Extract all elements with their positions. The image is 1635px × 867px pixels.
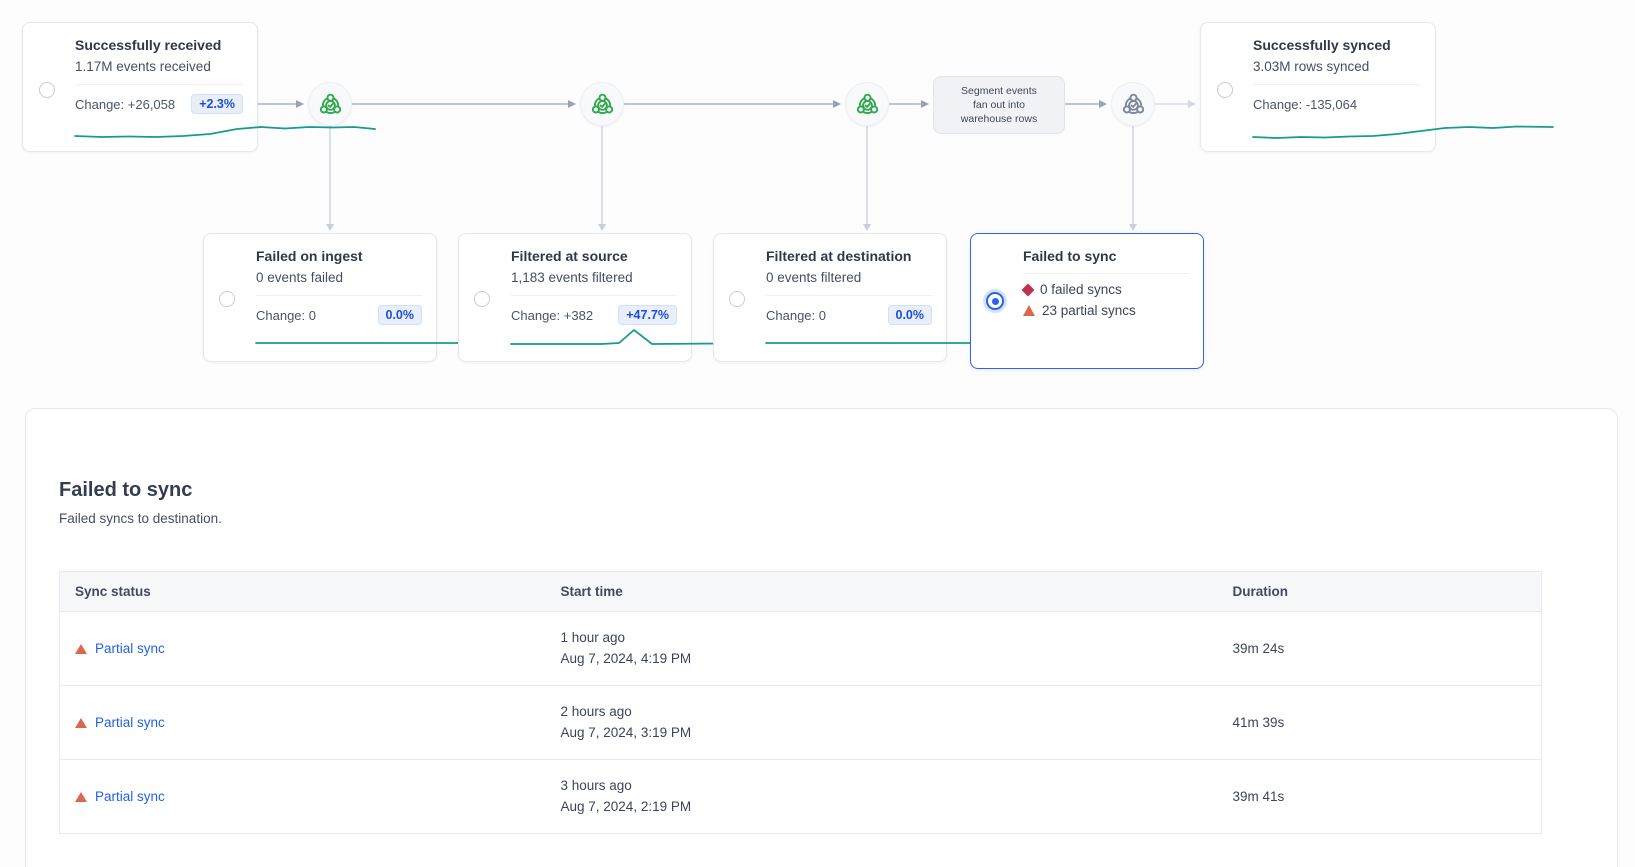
divider	[766, 295, 932, 296]
card-failed-to-sync[interactable]: Failed to sync 0 failed syncs 23 partial…	[970, 233, 1204, 369]
duration-value: 39m 24s	[1217, 611, 1542, 686]
failed-syncs-diamond-icon	[1021, 282, 1035, 297]
fanout-note-line: warehouse rows	[960, 113, 1038, 125]
card-successfully-received[interactable]: Successfully received 1.17M events recei…	[22, 22, 376, 152]
start-time-relative: 3 hours ago	[560, 778, 632, 793]
fanout-note-line: fan out into	[973, 99, 1025, 111]
divider	[1253, 84, 1421, 85]
card-failed-on-ingest[interactable]: Failed on ingest 0 events failed Change:…	[203, 233, 557, 362]
pipeline-node-check-icon	[580, 82, 624, 126]
change-label: Change: 0	[256, 307, 316, 323]
card-title: Filtered at source	[511, 248, 628, 264]
partial-sync-triangle-icon	[75, 717, 87, 728]
divider	[1023, 273, 1189, 274]
change-label: Change: -135,064	[1253, 96, 1358, 112]
change-percent-badge: +2.3%	[191, 94, 243, 114]
start-time-absolute: Aug 7, 2024, 2:19 PM	[560, 799, 692, 814]
card-title: Failed to sync	[1023, 248, 1117, 264]
pipeline-node-check-icon	[308, 82, 352, 126]
card-filtered-at-source[interactable]: Filtered at source 1,183 events filtered…	[458, 233, 812, 362]
table-row: Partial sync 3 hours ago Aug 7, 2024, 2:…	[59, 759, 1542, 834]
fanout-note-line: Segment events	[961, 85, 1037, 97]
column-header-sync-status: Sync status	[59, 571, 546, 612]
sync-status-table: Sync status Start time Duration Partial …	[59, 571, 1542, 834]
radio-successfully-synced[interactable]	[1217, 82, 1233, 98]
start-time-relative: 1 hour ago	[560, 630, 626, 645]
partial-syncs-triangle-icon	[1023, 305, 1035, 316]
duration-value: 41m 39s	[1217, 685, 1542, 760]
panel-subtitle: Failed syncs to destination.	[59, 511, 222, 526]
start-time-absolute: Aug 7, 2024, 4:19 PM	[560, 651, 692, 666]
change-label: Change: +26,058	[75, 96, 176, 112]
card-successfully-synced[interactable]: Successfully synced 3.03M rows synced Ch…	[1200, 22, 1554, 152]
divider	[256, 295, 422, 296]
sparkline-chart	[74, 126, 376, 138]
card-title: Filtered at destination	[766, 248, 912, 264]
partial-sync-link[interactable]: Partial sync	[95, 715, 165, 730]
column-header-start-time: Start time	[545, 571, 1218, 612]
radio-successfully-received[interactable]	[39, 82, 55, 98]
card-title: Failed on ingest	[256, 248, 363, 264]
partial-syncs-label: 23 partial syncs	[1042, 303, 1136, 318]
pipeline-flow-diagram: Successfully received 1.17M events recei…	[0, 0, 1635, 408]
table-row: Partial sync 1 hour ago Aug 7, 2024, 4:1…	[59, 611, 1542, 686]
table-row: Partial sync 2 hours ago Aug 7, 2024, 3:…	[59, 685, 1542, 760]
card-subtitle: 1.17M events received	[75, 59, 211, 74]
pipeline-node-check-icon	[845, 82, 889, 126]
card-title: Successfully synced	[1253, 37, 1391, 53]
card-subtitle: 0 events filtered	[766, 270, 862, 285]
card-subtitle: 1,183 events filtered	[511, 270, 633, 285]
change-percent-badge: 0.0%	[887, 305, 932, 325]
change-label: Change: +382	[511, 307, 594, 323]
sparkline-chart	[1252, 125, 1554, 139]
card-subtitle: 0 events failed	[256, 270, 344, 285]
card-filtered-at-destination[interactable]: Filtered at destination 0 events filtere…	[713, 233, 1067, 362]
pipeline-node-sync-icon	[1111, 82, 1155, 126]
start-time-relative: 2 hours ago	[560, 704, 632, 719]
failed-syncs-label: 0 failed syncs	[1040, 282, 1122, 297]
partial-sync-triangle-icon	[75, 643, 87, 654]
failed-to-sync-panel: Failed to sync Failed syncs to destinati…	[25, 408, 1618, 867]
radio-filtered-at-destination[interactable]	[729, 291, 745, 307]
radio-filtered-at-source[interactable]	[474, 291, 490, 307]
radio-failed-to-sync[interactable]	[986, 292, 1004, 310]
card-title: Successfully received	[75, 37, 222, 53]
change-percent-badge: 0.0%	[377, 305, 422, 325]
fanout-note: Segment events fan out into warehouse ro…	[933, 76, 1065, 134]
partial-sync-triangle-icon	[75, 791, 87, 802]
radio-failed-on-ingest[interactable]	[219, 291, 235, 307]
card-subtitle: 3.03M rows synced	[1253, 59, 1370, 74]
change-label: Change: 0	[766, 307, 826, 323]
divider	[511, 295, 677, 296]
partial-sync-link[interactable]: Partial sync	[95, 641, 165, 656]
column-header-duration: Duration	[1217, 571, 1542, 612]
divider	[75, 84, 243, 85]
table-header-row: Sync status Start time Duration	[59, 571, 1542, 612]
duration-value: 39m 41s	[1217, 759, 1542, 834]
panel-title: Failed to sync	[59, 479, 193, 501]
partial-sync-link[interactable]: Partial sync	[95, 789, 165, 804]
change-percent-badge: +47.7%	[618, 305, 677, 325]
start-time-absolute: Aug 7, 2024, 3:19 PM	[560, 725, 692, 740]
